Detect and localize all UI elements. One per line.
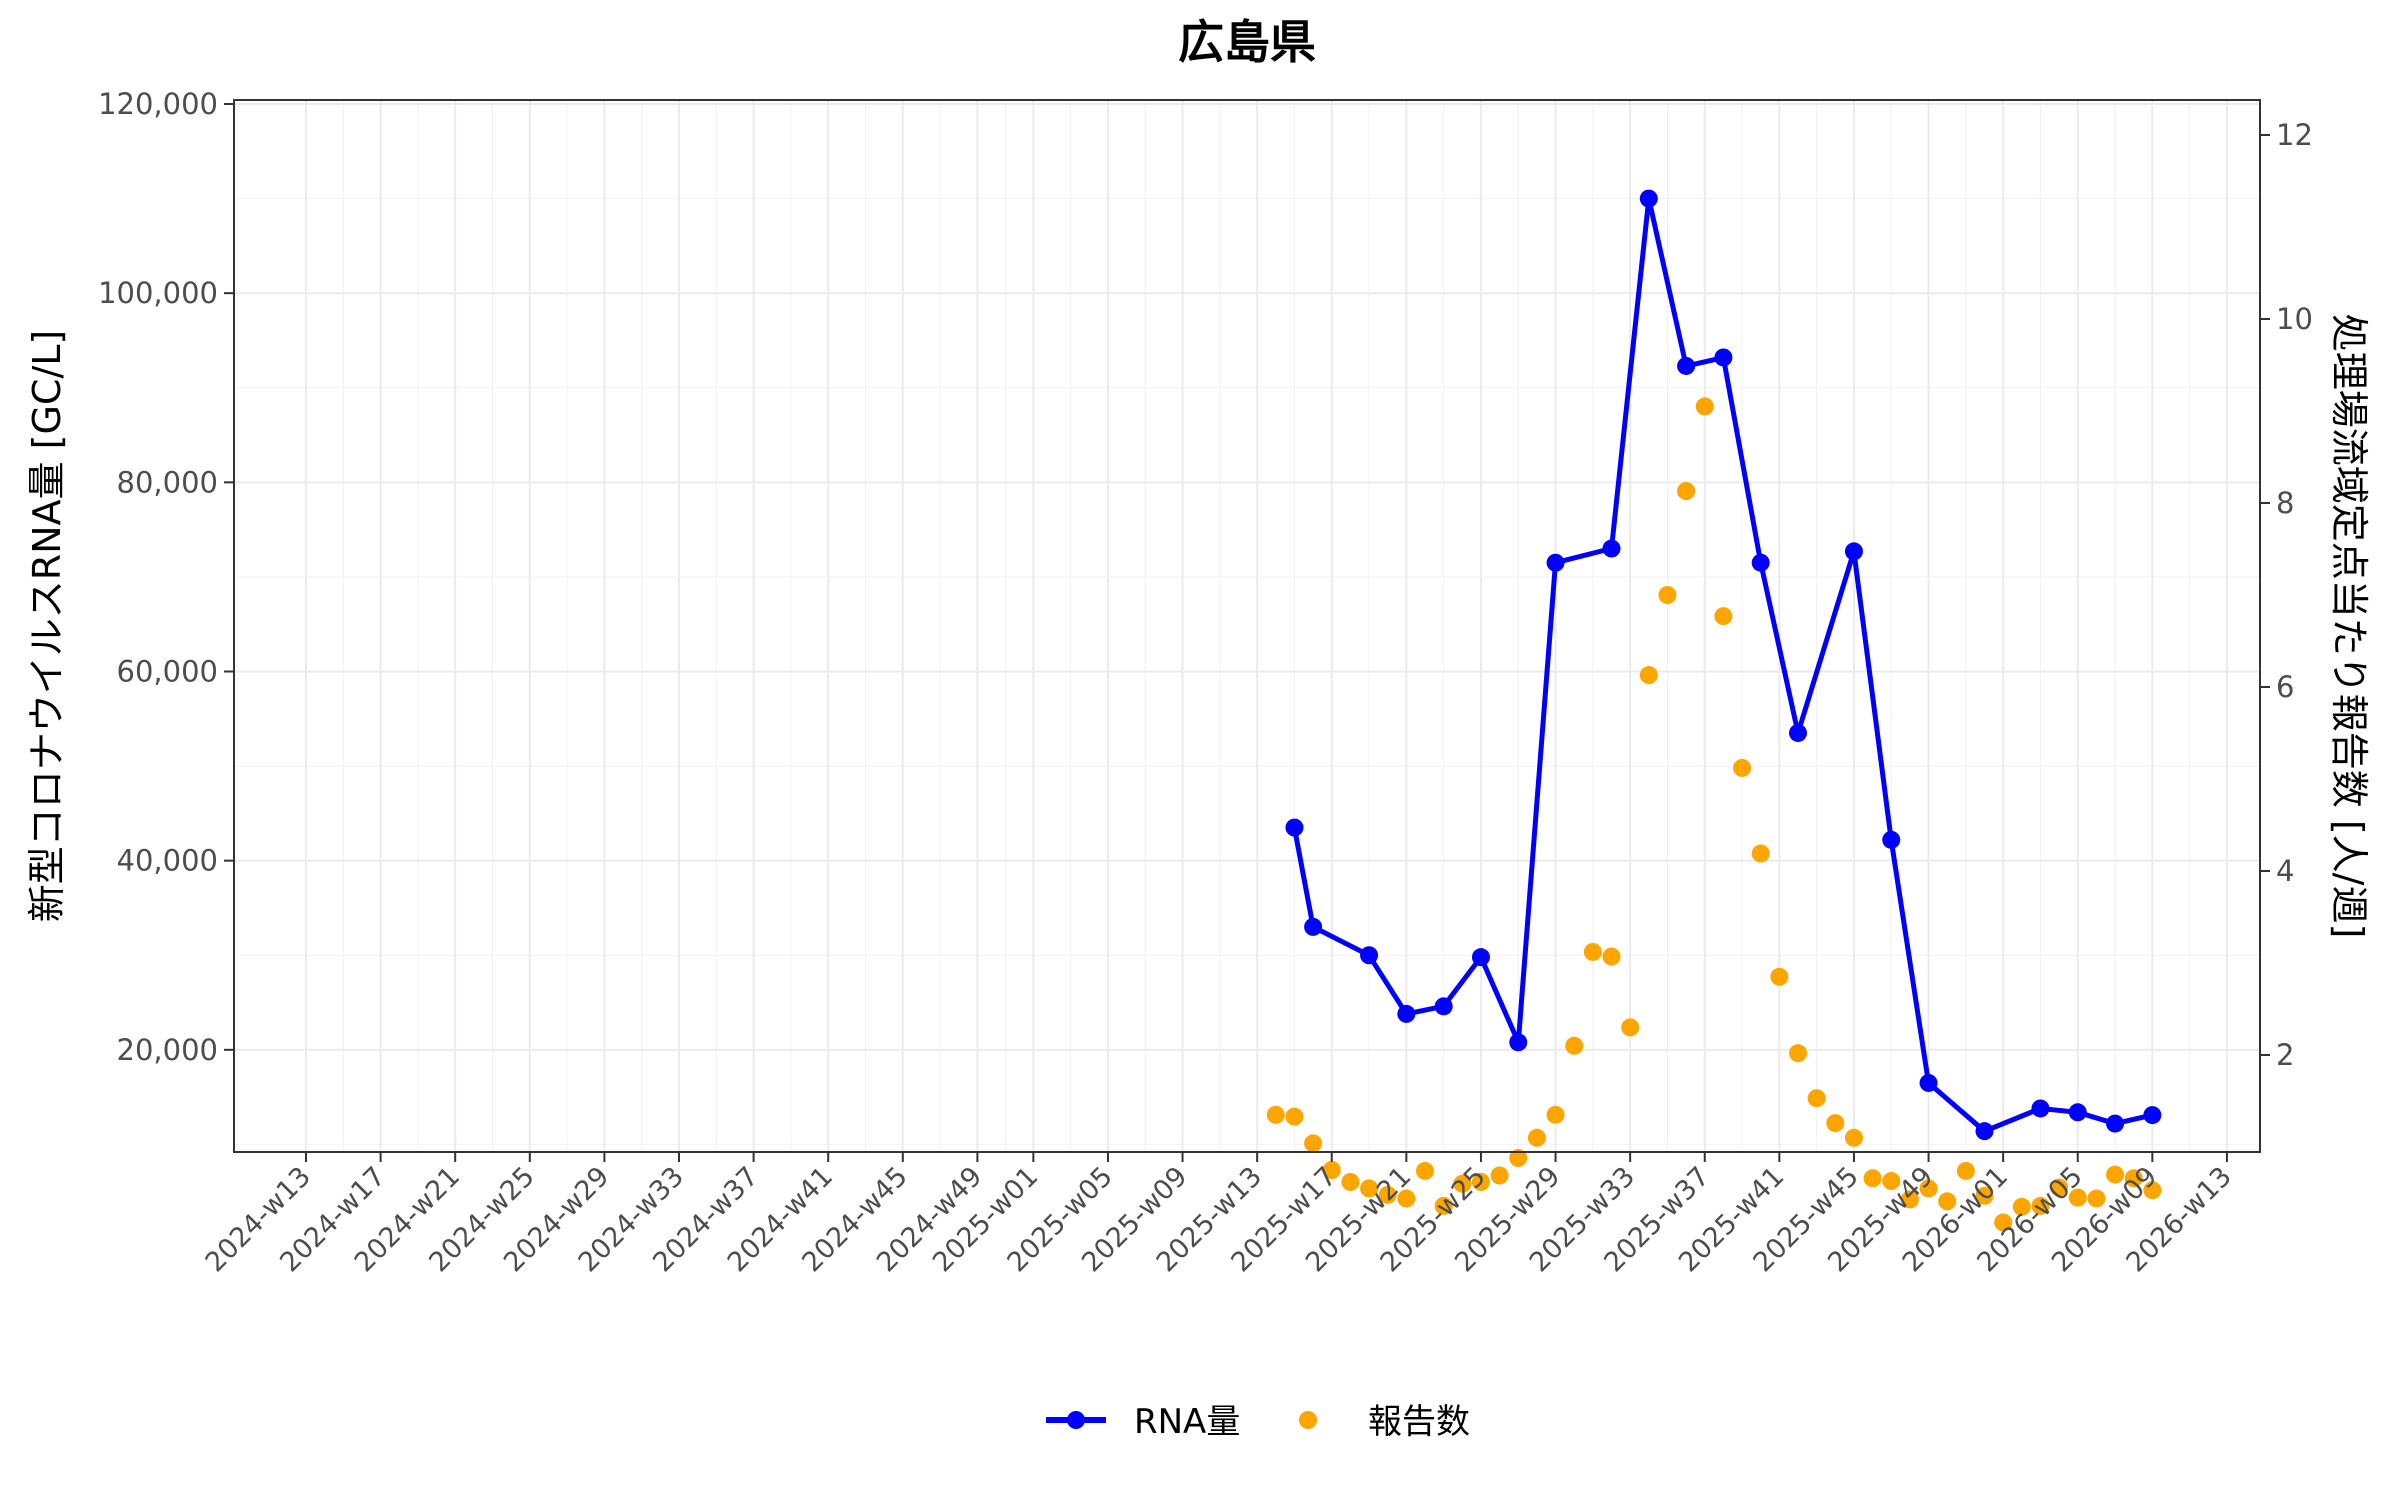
report-count-point	[1714, 607, 1733, 626]
rna-point	[1677, 356, 1696, 375]
report-count-point	[2068, 1188, 2087, 1207]
rna-point	[1844, 542, 1863, 561]
rna-point	[1360, 946, 1379, 965]
report-count-point	[1285, 1107, 1304, 1126]
y-axis-left-tick-label: 40,000	[117, 844, 218, 878]
legend-rna-point	[1067, 1411, 1085, 1429]
report-count-point	[1994, 1213, 2013, 1232]
y-axis-right-tick-label: 12	[2276, 118, 2313, 152]
y-axis-left-tick-label: 60,000	[117, 655, 218, 689]
report-count-point	[1416, 1161, 1434, 1180]
report-count-point	[1378, 1185, 1397, 1204]
report-count-point	[1695, 397, 1714, 416]
y-axis-left-tick-label: 20,000	[117, 1033, 218, 1067]
rna-point	[2106, 1114, 2125, 1133]
report-count-point	[2087, 1189, 2106, 1208]
rna-point	[2031, 1099, 2050, 1118]
report-count-point	[1621, 1018, 1640, 1037]
rna-point	[1919, 1073, 1938, 1092]
y-axis-left-tick-label: 80,000	[117, 465, 218, 499]
y-axis-right-tick-label: 4	[2276, 854, 2294, 888]
report-count-point	[1919, 1179, 1938, 1198]
rna-point	[1434, 997, 1453, 1016]
report-count-point	[1956, 1161, 1975, 1180]
chart-title: 広島県	[1178, 15, 1316, 69]
report-count-point	[1583, 942, 1602, 961]
rna-point	[1975, 1122, 1994, 1141]
rna-point	[2068, 1103, 2087, 1122]
report-count-point	[1360, 1179, 1379, 1198]
report-count-point	[1882, 1172, 1901, 1191]
report-count-point	[2106, 1165, 2125, 1184]
report-count-point	[1304, 1134, 1323, 1153]
report-count-point	[1938, 1192, 1957, 1211]
report-count-point	[1975, 1186, 1994, 1205]
y-axis-left-tick-label: 120,000	[98, 87, 218, 121]
report-count-point	[1770, 967, 1789, 986]
report-count-point	[1266, 1105, 1285, 1124]
rna-point	[1602, 539, 1621, 558]
report-count-point	[1397, 1189, 1416, 1208]
rna-line	[1291, 196, 2153, 1134]
data-layer	[1266, 189, 2162, 1232]
report-count-point	[1677, 482, 1696, 501]
y-axis-left-title: 新型コロナウイルスRNA量 [GC/L]	[25, 330, 69, 923]
legend-rna-label: RNA量	[1134, 1402, 1240, 1442]
report-count-point	[1527, 1128, 1546, 1147]
report-count-point	[1863, 1169, 1882, 1188]
rna-point	[1285, 818, 1304, 837]
report-count-point	[1322, 1161, 1341, 1179]
y-axis-right-tick-label: 10	[2276, 302, 2313, 336]
report-count-point	[2124, 1169, 2143, 1188]
report-count-point	[1546, 1105, 1565, 1124]
y-axis-right-tick-label: 6	[2276, 670, 2294, 704]
report-count-point	[1639, 666, 1658, 685]
rna-point	[1789, 723, 1807, 742]
rna-point	[1882, 830, 1901, 849]
y-axis-right-tick-label: 2	[2276, 1038, 2294, 1072]
rna-point	[1714, 348, 1733, 367]
report-count-point	[2143, 1181, 2162, 1200]
report-count-point	[1733, 758, 1752, 777]
rna-point	[1471, 948, 1490, 967]
rna-point	[1509, 1033, 1528, 1052]
report-count-point	[1826, 1114, 1845, 1133]
rna-point	[1397, 1004, 1416, 1023]
report-count-point	[1844, 1128, 1863, 1147]
report-count-point	[1807, 1089, 1826, 1108]
y-axis-right-title: 処理場流域定点当たり報告数 [人/週]	[2327, 314, 2371, 939]
report-count-point	[1471, 1172, 1490, 1191]
rna-point	[1639, 189, 1658, 208]
report-count-point	[1789, 1044, 1807, 1063]
report-count-point	[1509, 1149, 1528, 1168]
report-count-point	[2050, 1178, 2069, 1197]
grid	[234, 100, 2260, 1152]
report-count-point	[1565, 1036, 1584, 1055]
report-count-point	[2012, 1197, 2031, 1216]
report-count-point	[1434, 1196, 1453, 1215]
legend-report-label: 報告数	[1368, 1402, 1470, 1442]
report-count-point	[1453, 1174, 1472, 1193]
report-count-point	[1341, 1172, 1360, 1191]
y-axis-left-tick-label: 100,000	[98, 276, 218, 310]
report-count-point	[1658, 586, 1677, 604]
legend-report-point	[1299, 1411, 1317, 1429]
report-count-point	[1602, 947, 1621, 966]
rna-point	[1546, 553, 1565, 572]
plot-panel-border	[233, 99, 2261, 1153]
report-count-point	[1900, 1190, 1919, 1209]
rna-point	[2143, 1106, 2162, 1125]
rna-point	[1751, 553, 1770, 572]
report-count-point	[1490, 1166, 1509, 1185]
legend: RNA量 報告数	[1046, 1402, 1470, 1442]
report-count-point	[1751, 844, 1770, 863]
rna-point	[1304, 917, 1323, 936]
y-axis-right-tick-label: 8	[2276, 486, 2294, 520]
report-count-point	[2031, 1196, 2050, 1215]
